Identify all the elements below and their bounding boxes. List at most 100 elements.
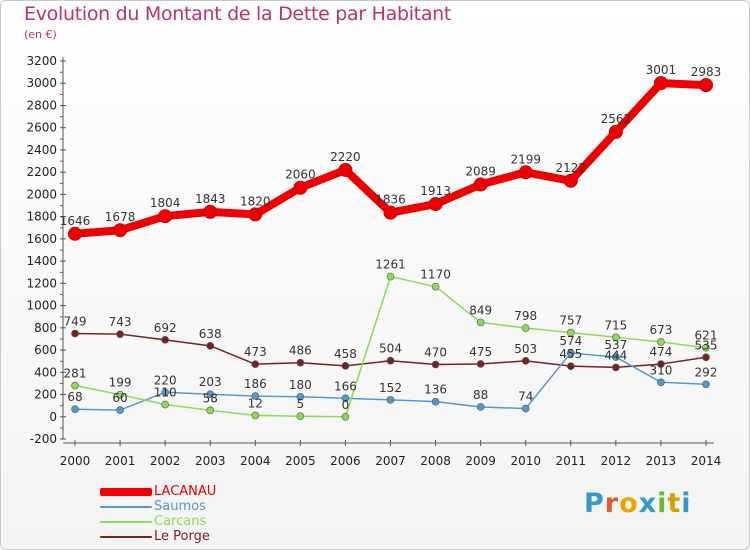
data-point — [476, 403, 485, 411]
data-point — [71, 381, 79, 390]
data-point — [431, 282, 440, 291]
data-point — [161, 388, 169, 397]
legend-swatch — [100, 536, 152, 538]
data-label: 5 — [297, 397, 305, 411]
data-point — [116, 406, 124, 414]
data-point — [566, 362, 575, 370]
data-point — [566, 349, 575, 357]
y-tick-label: 2200 — [26, 165, 57, 179]
data-label: 444 — [604, 348, 627, 362]
legend-item: Carcans — [100, 514, 300, 530]
logo-letter: x — [638, 488, 658, 519]
data-point — [248, 207, 263, 222]
data-point — [518, 165, 533, 180]
x-tick-label: 2006 — [330, 454, 361, 468]
legend-label: Carcans — [154, 514, 207, 529]
x-tick-label: 2011 — [556, 454, 587, 468]
x-tick-label: 2004 — [240, 454, 271, 468]
data-point — [612, 333, 620, 342]
data-label: 281 — [64, 367, 87, 381]
series-carcans — [71, 272, 710, 421]
data-label: 136 — [424, 383, 447, 397]
legend-swatch — [100, 521, 152, 523]
data-point — [657, 360, 665, 368]
data-label: 1836 — [375, 193, 406, 207]
chart-title: Evolution du Montant de la Dette par Hab… — [24, 3, 452, 25]
data-point — [702, 343, 710, 352]
y-tick-label: 200 — [34, 388, 57, 402]
data-label: 1843 — [195, 192, 226, 206]
legend-swatch — [100, 488, 152, 496]
data-label: 220 — [154, 373, 177, 387]
data-label: 458 — [334, 347, 357, 361]
data-point — [296, 358, 305, 367]
logo-letter: P — [584, 488, 605, 519]
data-label: 310 — [649, 363, 672, 377]
logo-letter: t — [667, 488, 682, 519]
data-point — [116, 390, 124, 399]
data-point — [566, 328, 575, 337]
data-point — [608, 124, 623, 139]
legend-label: Le Porge — [154, 529, 210, 544]
data-label: 504 — [379, 342, 402, 356]
y-tick-label: 2800 — [26, 98, 57, 112]
series-saumos — [71, 349, 710, 414]
data-point — [612, 353, 620, 361]
data-label: 455 — [559, 347, 582, 361]
data-label: 1646 — [60, 214, 91, 228]
data-point — [113, 223, 128, 238]
x-tick-label: 2009 — [465, 454, 496, 468]
data-label: 152 — [379, 381, 402, 395]
data-label: 292 — [695, 365, 718, 379]
data-point — [71, 329, 79, 338]
data-point — [657, 378, 665, 387]
data-label: 574 — [559, 334, 582, 348]
y-tick-label: -200 — [30, 432, 57, 446]
data-label: 537 — [604, 338, 627, 352]
data-point — [383, 205, 398, 220]
x-tick-label: 2007 — [375, 454, 406, 468]
legend-item: Le Porge — [100, 529, 300, 545]
data-point — [161, 336, 169, 344]
data-point — [251, 360, 260, 368]
data-label: 1913 — [420, 184, 451, 198]
data-point — [68, 226, 82, 241]
data-label: 715 — [604, 318, 627, 332]
data-point — [702, 353, 710, 362]
legend: LACANAU Saumos Carcans Le Porge — [100, 484, 300, 545]
legend-item: Saumos — [100, 499, 300, 515]
legend-item: LACANAU — [100, 484, 300, 500]
data-label: 2220 — [330, 150, 361, 164]
data-point — [341, 412, 350, 421]
data-point — [341, 362, 350, 370]
data-label: 2122 — [556, 161, 587, 175]
data-point — [653, 76, 668, 91]
logo-letter: r — [604, 488, 620, 519]
y-tick-label: 1000 — [26, 299, 57, 313]
data-label: 486 — [289, 344, 312, 358]
data-point — [161, 400, 169, 409]
data-label: 503 — [514, 342, 537, 356]
data-point — [296, 392, 305, 401]
data-point — [431, 360, 440, 369]
y-tick-label: 800 — [34, 321, 57, 335]
data-label: 743 — [109, 315, 132, 329]
data-point — [338, 162, 353, 177]
data-label: 798 — [514, 309, 537, 323]
data-label: 58 — [203, 391, 218, 405]
x-tick-label: 2000 — [60, 454, 91, 468]
y-tick-label: 600 — [34, 343, 57, 357]
data-point — [206, 342, 215, 350]
data-label: 638 — [199, 327, 222, 341]
data-point — [563, 173, 578, 188]
data-label: 473 — [244, 345, 267, 359]
data-label: 199 — [109, 376, 132, 390]
data-label: 474 — [649, 345, 672, 359]
data-label: 2060 — [285, 168, 316, 182]
x-tick-label: 2003 — [195, 454, 226, 468]
data-label: 2199 — [510, 152, 541, 166]
data-point — [702, 380, 710, 389]
logo-letter: i — [657, 488, 668, 519]
legend-label: Saumos — [154, 499, 206, 514]
